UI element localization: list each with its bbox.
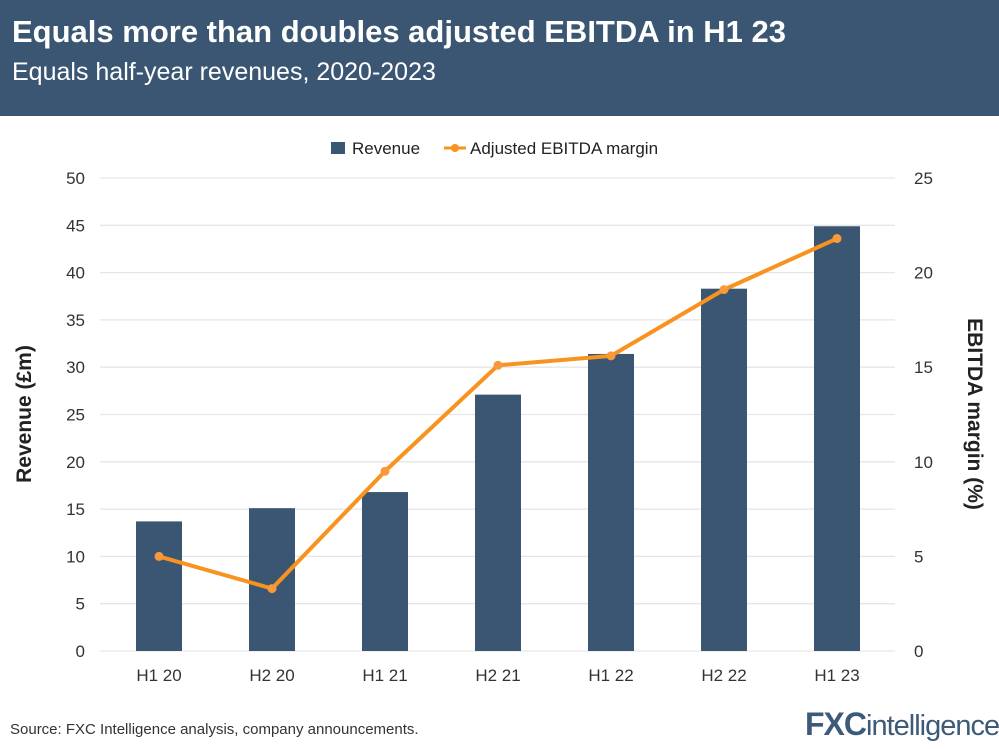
source-note: Source: FXC Intelligence analysis, compa… [10,721,419,738]
y-tick-label: 30 [66,358,85,377]
y-tick-label: 25 [66,406,85,425]
x-tick-label: H2 21 [475,666,520,685]
y-tick-label: 35 [66,311,85,330]
bar-revenue [136,521,182,651]
y-tick-label: 15 [66,500,85,519]
bar-revenue [475,394,521,651]
y-tick-label: 5 [76,595,85,614]
y2-tick-label: 10 [914,453,933,472]
point-ebitda-margin [606,351,616,361]
legend-label-revenue: Revenue [352,139,420,158]
legend-swatch-revenue [331,142,345,154]
point-ebitda-margin [267,584,277,594]
y2-tick-label: 15 [914,358,933,377]
legend: Revenue Adjusted EBITDA margin [331,139,658,158]
point-ebitda-margin [832,234,842,244]
bar-revenue [701,288,747,651]
y-tick-label: 40 [66,264,85,283]
x-tick-label: H1 23 [814,666,859,685]
x-tick-label: H1 20 [136,666,181,685]
legend-label-ebitda: Adjusted EBITDA margin [470,139,658,158]
chart-subtitle: Equals half-year revenues, 2020-2023 [12,58,436,86]
y2-axis-label: EBITDA margin (%) [963,318,986,510]
y2-tick-label: 25 [914,169,933,188]
header: Equals more than doubles adjusted EBITDA… [0,0,999,116]
y2-tick-label: 5 [914,547,923,566]
fxc-logo: FXCintelligence [805,706,999,742]
bar-revenue [362,492,408,651]
x-tick-label: H1 22 [588,666,633,685]
point-ebitda-margin [380,466,390,476]
bar-revenue [249,508,295,651]
y2-tick-label: 20 [914,264,933,283]
y-tick-label: 0 [76,642,85,661]
y-tick-label: 20 [66,453,85,472]
x-tick-label: H2 22 [701,666,746,685]
chart-title: Equals more than doubles adjusted EBITDA… [12,14,786,49]
bar-revenue [814,226,860,651]
bar-revenue [588,353,634,651]
y-tick-label: 50 [66,169,85,188]
x-tick-label: H2 20 [249,666,294,685]
legend-marker-ebitda [451,144,459,152]
point-ebitda-margin [719,285,729,295]
y-tick-label: 10 [66,547,85,566]
point-ebitda-margin [493,360,503,370]
y-axis-label: Revenue (£m) [13,345,36,483]
y-tick-label: 45 [66,216,85,235]
x-tick-label: H1 21 [362,666,407,685]
y2-tick-label: 0 [914,642,923,661]
point-ebitda-margin [154,551,164,561]
